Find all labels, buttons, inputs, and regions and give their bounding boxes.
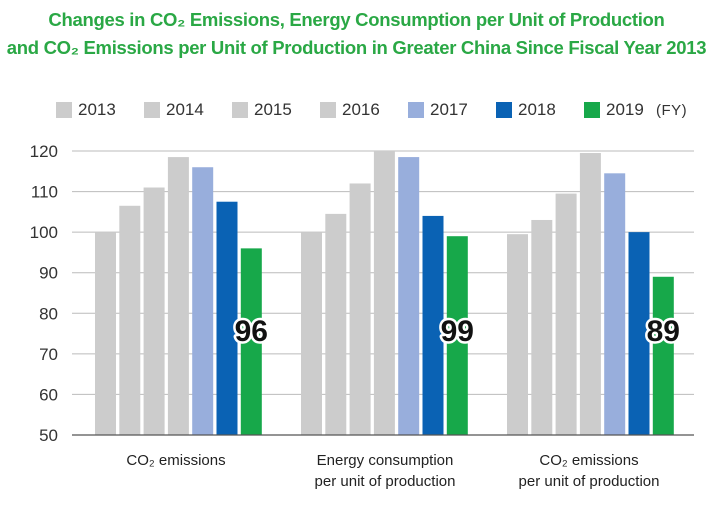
bar-2018-cat1 bbox=[422, 215, 444, 435]
chart-title: Changes in CO₂ Emissions, Energy Consump… bbox=[0, 6, 713, 62]
legend-label: 2017 bbox=[430, 100, 468, 119]
category-label: CO₂ emissions bbox=[66, 450, 286, 471]
bar-2013-cat1 bbox=[301, 232, 322, 435]
y-tick-label: 110 bbox=[31, 183, 58, 202]
legend-item-2016: 2016 bbox=[320, 96, 380, 124]
category-label-line: per unit of production bbox=[518, 473, 660, 490]
data-label: 99 bbox=[441, 315, 474, 348]
bar-2014-cat1 bbox=[325, 213, 347, 435]
y-tick-label: 90 bbox=[39, 264, 58, 283]
legend-label: 2019 bbox=[606, 100, 644, 119]
bar-2017-cat2 bbox=[604, 173, 626, 436]
legend-item-2019: 2019 bbox=[584, 96, 644, 124]
bar-2016-cat2 bbox=[579, 153, 601, 435]
bar-2013-cat2 bbox=[507, 234, 528, 435]
legend-label: 2014 bbox=[166, 100, 204, 119]
legend-swatch bbox=[496, 102, 512, 118]
bar-2019-cat2 bbox=[652, 276, 674, 435]
bar-2015-cat0 bbox=[143, 187, 165, 435]
legend-item-2017: 2017 bbox=[408, 96, 468, 124]
legend-label: 2016 bbox=[342, 100, 380, 119]
legend-swatch bbox=[144, 102, 160, 118]
bar-2017-cat0 bbox=[192, 167, 214, 435]
legend-unit: (FY) bbox=[656, 101, 688, 119]
legend-label: 2018 bbox=[518, 100, 556, 119]
category-label-line: per unit of production bbox=[314, 473, 456, 490]
bar-2018-cat0 bbox=[216, 201, 238, 435]
legend-item-2013: 2013 bbox=[56, 96, 116, 124]
bar-2013-cat0 bbox=[95, 232, 116, 435]
bar-2014-cat2 bbox=[531, 219, 553, 435]
bar-2015-cat2 bbox=[555, 193, 577, 435]
legend-label: 2015 bbox=[254, 100, 292, 119]
legend-swatch bbox=[584, 102, 600, 118]
bar-2018-cat2 bbox=[628, 232, 650, 435]
legend-swatch bbox=[232, 102, 248, 118]
category-label: Energy consumption per unit of production bbox=[275, 450, 495, 492]
y-tick-label: 80 bbox=[39, 304, 58, 323]
y-tick-label: 70 bbox=[39, 345, 58, 364]
legend-item-2015: 2015 bbox=[232, 96, 292, 124]
legend-item-2018: 2018 bbox=[496, 96, 556, 124]
data-label: 96 bbox=[235, 315, 268, 348]
legend-swatch bbox=[320, 102, 336, 118]
chart-title-line-2: and CO₂ Emissions per Unit of Production… bbox=[6, 37, 707, 58]
chart-title-line-1: Changes in CO₂ Emissions, Energy Consump… bbox=[48, 9, 665, 30]
category-label: CO₂ emissions per unit of production bbox=[479, 450, 699, 492]
category-label-line: CO₂ emissions bbox=[539, 452, 639, 469]
bar-2014-cat0 bbox=[119, 205, 141, 435]
category-label-line: Energy consumption bbox=[316, 452, 454, 469]
bar-2016-cat0 bbox=[167, 157, 189, 436]
bar-2017-cat1 bbox=[398, 157, 420, 436]
bar-2015-cat1 bbox=[349, 183, 371, 435]
y-tick-label: 60 bbox=[39, 385, 58, 404]
bar-2019-cat1 bbox=[446, 236, 468, 435]
data-label: 89 bbox=[647, 315, 680, 348]
category-label-line: CO₂ emissions bbox=[126, 452, 226, 469]
bar-2016-cat1 bbox=[373, 151, 395, 435]
legend-label: 2013 bbox=[78, 100, 116, 119]
y-tick-label: 120 bbox=[30, 142, 58, 161]
legend-item-2014: 2014 bbox=[144, 96, 204, 124]
y-tick-label: 100 bbox=[30, 223, 58, 242]
legend-swatch bbox=[408, 102, 424, 118]
y-tick-label: 50 bbox=[39, 426, 58, 445]
legend-swatch bbox=[56, 102, 72, 118]
bar-2019-cat0 bbox=[240, 248, 262, 435]
